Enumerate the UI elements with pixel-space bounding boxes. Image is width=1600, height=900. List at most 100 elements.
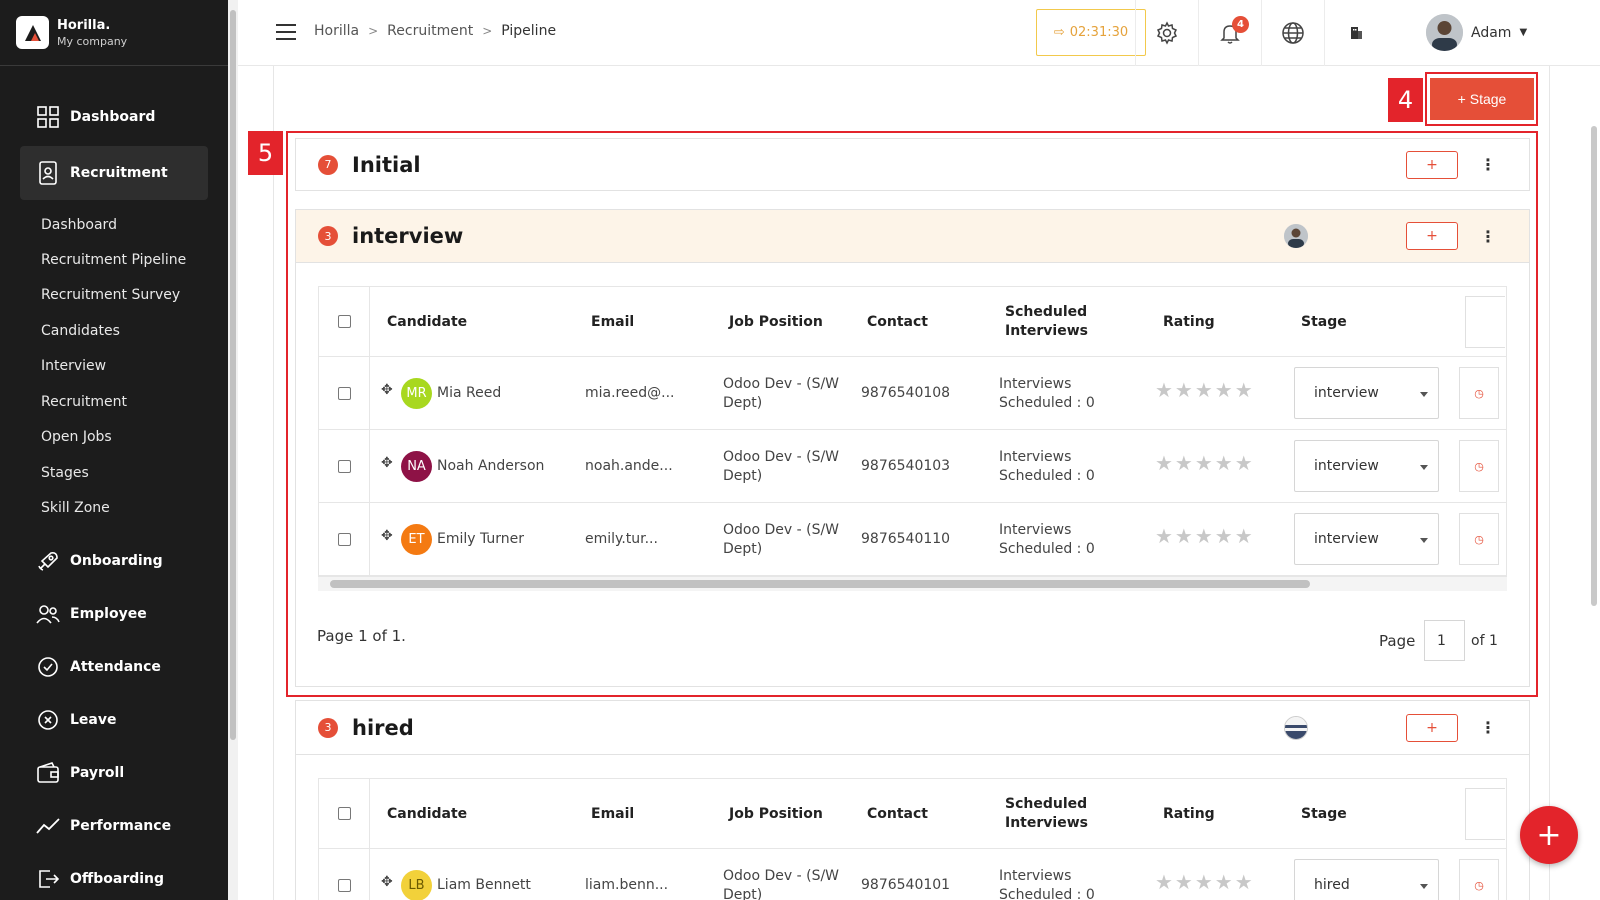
column-header-email[interactable]: Email	[591, 806, 635, 822]
notifications-button[interactable]: 4	[1198, 0, 1261, 66]
column-header-rating[interactable]: Rating	[1163, 806, 1215, 822]
add-candidate-button[interactable]: +	[1406, 150, 1458, 179]
row-checkbox[interactable]	[338, 387, 351, 400]
sidebar-item-dashboard[interactable]: Dashboard	[20, 90, 208, 144]
exit-icon: ⇨	[1053, 25, 1065, 40]
rating-stars[interactable]: ★★★★★	[1155, 451, 1255, 475]
column-header-scheduled-interviews[interactable]: Scheduled Interviews	[1005, 303, 1088, 341]
stage-header-initial[interactable]: 7 Initial + ⋮	[295, 138, 1530, 191]
chevron-right-icon: >	[482, 24, 493, 38]
user-menu[interactable]: Adam ▼	[1426, 14, 1527, 51]
sidebar-item-recruitment[interactable]: Recruitment	[20, 146, 208, 200]
add-candidate-button[interactable]: +	[1406, 713, 1458, 742]
language-button[interactable]	[1261, 0, 1324, 66]
sidebar-sub-skill-zone[interactable]: Skill Zone	[41, 500, 110, 516]
column-header-job-position[interactable]: Job Position	[729, 314, 823, 330]
sidebar-sub-recruitment-survey[interactable]: Recruitment Survey	[41, 287, 181, 303]
rating-stars[interactable]: ★★★★★	[1155, 870, 1255, 894]
drag-handle-icon[interactable]: ✥	[381, 528, 393, 544]
column-header-candidate[interactable]: Candidate	[387, 806, 468, 822]
stage-select[interactable]: hired	[1294, 859, 1439, 900]
column-header-candidate[interactable]: Candidate	[387, 314, 468, 330]
trend-icon	[36, 814, 60, 838]
sidebar-sub-interview[interactable]: Interview	[41, 358, 107, 374]
row-checkbox[interactable]	[338, 460, 351, 473]
stage-select[interactable]: interview	[1294, 513, 1439, 565]
clock-in-timer-button[interactable]: ⇨ 02:31:30	[1036, 9, 1146, 56]
rating-stars[interactable]: ★★★★★	[1155, 524, 1255, 548]
stage-select[interactable]: interview	[1294, 367, 1439, 419]
table-horizontal-scrollbar[interactable]	[318, 577, 1507, 591]
column-header-contact[interactable]: Contact	[867, 806, 928, 822]
candidate-name[interactable]: Noah Anderson	[437, 458, 545, 474]
row-checkbox[interactable]	[338, 533, 351, 546]
sidebar-sub-candidates[interactable]: Candidates	[41, 323, 120, 339]
rating-stars[interactable]: ★★★★★	[1155, 378, 1255, 402]
pagination-summary: Page 1 of 1.	[317, 627, 406, 645]
sidebar-item-payroll[interactable]: Payroll	[20, 746, 208, 800]
sidebar-scrollbar[interactable]	[228, 0, 238, 900]
sidebar-item-attendance[interactable]: Attendance	[20, 640, 208, 694]
candidate-name[interactable]: Liam Bennett	[437, 877, 531, 893]
candidate-name[interactable]: Mia Reed	[437, 385, 502, 401]
drag-handle-icon[interactable]: ✥	[381, 455, 393, 471]
more-options-icon[interactable]: ⋮	[1480, 155, 1496, 174]
table-row[interactable]: ✥ MR Mia Reed mia.reed@... Odoo Dev - (S…	[319, 357, 1506, 430]
sidebar-item-leave[interactable]: Leave	[20, 693, 208, 747]
sidebar-sub-open-jobs[interactable]: Open Jobs	[41, 429, 112, 445]
add-candidate-button[interactable]: +	[1406, 222, 1458, 250]
pipeline-container	[273, 66, 1550, 900]
column-header-stage[interactable]: Stage	[1301, 806, 1347, 822]
column-header-stage[interactable]: Stage	[1301, 314, 1347, 330]
menu-icon[interactable]	[276, 24, 296, 40]
more-options-icon[interactable]: ⋮	[1480, 226, 1496, 246]
column-header-email[interactable]: Email	[591, 314, 635, 330]
column-header-rating[interactable]: Rating	[1163, 314, 1215, 330]
breadcrumb-item-home[interactable]: Horilla	[314, 23, 360, 39]
page-number-input[interactable]: 1	[1424, 620, 1465, 661]
column-header-job-position[interactable]: Job Position	[729, 806, 823, 822]
stage-select[interactable]: interview	[1294, 440, 1439, 492]
scheduled-interviews: Interviews Scheduled : 0	[999, 521, 1095, 559]
quick-add-button[interactable]: +	[1520, 806, 1578, 864]
stage-header-hired[interactable]: 3 hired + ⋮	[295, 700, 1530, 755]
page-scrollbar[interactable]	[1588, 66, 1600, 900]
column-header-scheduled-interviews[interactable]: Scheduled Interviews	[1005, 795, 1088, 833]
breadcrumb-item-current: Pipeline	[501, 23, 557, 39]
drag-handle-icon[interactable]: ✥	[381, 382, 393, 398]
sidebar-sub-recruitment-pipeline[interactable]: Recruitment Pipeline	[41, 252, 187, 268]
sidebar-item-offboarding[interactable]: Offboarding	[20, 852, 208, 900]
select-all-checkbox[interactable]	[338, 807, 351, 820]
column-header-truncated	[1465, 296, 1505, 348]
select-all-checkbox[interactable]	[338, 315, 351, 328]
add-stage-button[interactable]: + Stage	[1430, 78, 1534, 120]
clock-icon[interactable]: ◷	[1459, 513, 1499, 565]
sidebar-sub-dashboard[interactable]: Dashboard	[41, 217, 117, 233]
table-row[interactable]: ✥ LB Liam Bennett liam.benn... Odoo Dev …	[319, 849, 1506, 900]
interviews-line: Scheduled : 0	[999, 887, 1095, 900]
interviews-line: Scheduled : 0	[999, 468, 1095, 484]
column-header-contact[interactable]: Contact	[867, 314, 928, 330]
more-options-icon[interactable]: ⋮	[1480, 718, 1496, 737]
topbar: Horilla > Recruitment > Pipeline ⇨ 02:31…	[238, 0, 1600, 66]
pagination-page-label: Page	[1379, 632, 1416, 650]
interviews-line: Interviews	[999, 376, 1072, 392]
table-row[interactable]: ✥ ET Emily Turner emily.tur... Odoo Dev …	[319, 503, 1506, 576]
company-switch-button[interactable]	[1324, 0, 1387, 66]
row-checkbox[interactable]	[338, 879, 351, 892]
settings-button[interactable]	[1135, 0, 1198, 66]
clock-icon[interactable]: ◷	[1459, 859, 1499, 900]
candidate-name[interactable]: Emily Turner	[437, 531, 525, 547]
sidebar-sub-stages[interactable]: Stages	[41, 465, 89, 481]
table-row[interactable]: ✥ NA Noah Anderson noah.ande... Odoo Dev…	[319, 430, 1506, 503]
drag-handle-icon[interactable]: ✥	[381, 874, 393, 890]
clock-icon[interactable]: ◷	[1459, 367, 1499, 419]
sidebar-item-performance[interactable]: Performance	[20, 799, 208, 853]
stage-header-interview[interactable]: 3 interview + ⋮	[295, 209, 1530, 263]
clock-icon[interactable]: ◷	[1459, 440, 1499, 492]
sidebar-item-employee[interactable]: Employee	[20, 587, 208, 641]
breadcrumb-item-recruitment[interactable]: Recruitment	[387, 23, 474, 39]
brand[interactable]: Horilla. My company	[0, 0, 228, 66]
sidebar-sub-recruitment[interactable]: Recruitment	[41, 394, 128, 410]
sidebar-item-onboarding[interactable]: Onboarding	[20, 534, 208, 588]
